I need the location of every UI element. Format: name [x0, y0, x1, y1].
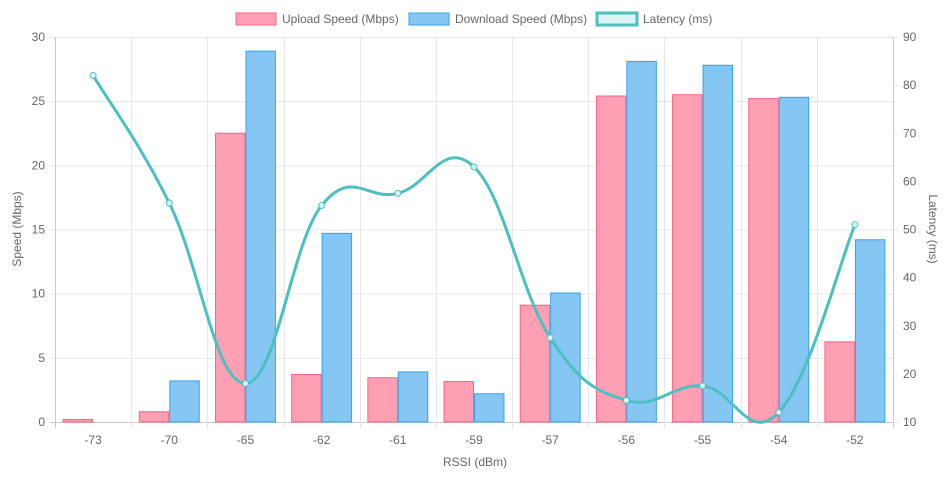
- latency-point-9: [775, 408, 783, 416]
- left-axis-tick-label: 25: [32, 94, 46, 108]
- x-axis-tick-label: -59: [465, 433, 483, 447]
- latency-line-series: [89, 72, 859, 424]
- upload-bar-1: [138, 411, 170, 423]
- latency-point-6: [546, 334, 554, 342]
- legend-swatch-upload: [235, 12, 277, 26]
- upload-bar-10: [824, 341, 855, 423]
- legend-label-latency: Latency (ms): [643, 12, 712, 26]
- latency-point-8: [699, 382, 707, 390]
- upload-bar-2: [214, 132, 246, 423]
- latency-point-10: [851, 221, 859, 229]
- right-axis-tick-label: 10: [903, 415, 917, 429]
- upload-bar-7: [595, 95, 627, 423]
- x-axis-tick-label: -62: [313, 433, 331, 447]
- bar-series: [62, 50, 886, 423]
- download-bar-5: [474, 393, 505, 423]
- upload-bar-8: [672, 94, 703, 423]
- right-axis-tick-label: 80: [903, 78, 917, 92]
- latency-point-2: [241, 380, 249, 387]
- right-axis-tick-label: 60: [903, 174, 917, 188]
- latency-point-5: [470, 163, 478, 171]
- legend-label-download: Download Speed (Mbps): [455, 12, 587, 26]
- download-bar-1: [169, 380, 200, 423]
- right-axis-tick-label: 90: [903, 30, 917, 44]
- y-axis-left-title: Speed (Mbps): [10, 191, 24, 266]
- download-bar-9: [778, 96, 810, 423]
- right-axis-tick-label: 20: [903, 367, 917, 381]
- axes: 0 5 10 15 20 25 30 10 20 30 40 50 60 70 80 90 -73 -70 -65 -…: [32, 30, 917, 447]
- x-axis-tick-label: -70: [161, 433, 179, 447]
- download-bar-3: [321, 232, 353, 423]
- latency-point-3: [318, 201, 326, 209]
- x-axis-title: RSSI (dBm): [443, 455, 507, 469]
- right-axis-tick-label: 30: [903, 319, 917, 333]
- x-axis-tick-label: -73: [84, 433, 102, 447]
- download-bar-4: [397, 371, 429, 423]
- upload-bar-4: [367, 377, 398, 423]
- legend-label-upload: Upload Speed (Mbps): [282, 12, 399, 26]
- x-axis-tick-label: -61: [389, 433, 407, 447]
- latency-point-7: [622, 396, 630, 404]
- left-axis-tick-label: 10: [32, 287, 46, 301]
- x-axis-tick-label: -55: [694, 433, 712, 447]
- x-axis-tick-label: -56: [618, 433, 636, 447]
- left-axis-tick-label: 15: [32, 223, 46, 237]
- download-bar-7: [626, 60, 657, 423]
- right-axis-tick-label: 70: [903, 126, 917, 140]
- legend-swatch-download: [408, 12, 450, 26]
- right-axis-tick-label: 50: [903, 223, 917, 237]
- left-axis-tick-label: 30: [32, 30, 46, 44]
- left-axis-tick-label: 20: [32, 158, 46, 172]
- latency-point-4: [394, 189, 402, 197]
- legend-swatch-latency: [595, 11, 639, 27]
- left-axis-tick-label: 0: [38, 415, 45, 429]
- x-axis-tick-label: -65: [237, 433, 255, 447]
- download-bar-8: [702, 64, 734, 423]
- upload-bar-5: [443, 381, 475, 423]
- latency-line: [91, 74, 857, 424]
- upload-bar-0: [62, 418, 94, 423]
- left-axis-tick-label: 5: [38, 351, 45, 365]
- x-axis-tick-label: -57: [542, 433, 560, 447]
- upload-bar-9: [748, 98, 779, 423]
- right-axis-tick-label: 40: [903, 271, 917, 285]
- y-axis-right-title: Latency (ms): [926, 194, 940, 263]
- upload-bar-3: [291, 374, 322, 423]
- latency-point-0: [89, 72, 97, 79]
- download-bar-2: [245, 50, 276, 423]
- upload-bar-6: [519, 304, 551, 423]
- latency-point-1: [165, 199, 173, 207]
- x-axis-tick-label: -54: [770, 433, 788, 447]
- download-bar-10: [854, 239, 886, 423]
- legend: Upload Speed (Mbps) Download Speed (Mbps)…: [235, 11, 712, 27]
- x-axis-tick-label: -52: [846, 433, 864, 447]
